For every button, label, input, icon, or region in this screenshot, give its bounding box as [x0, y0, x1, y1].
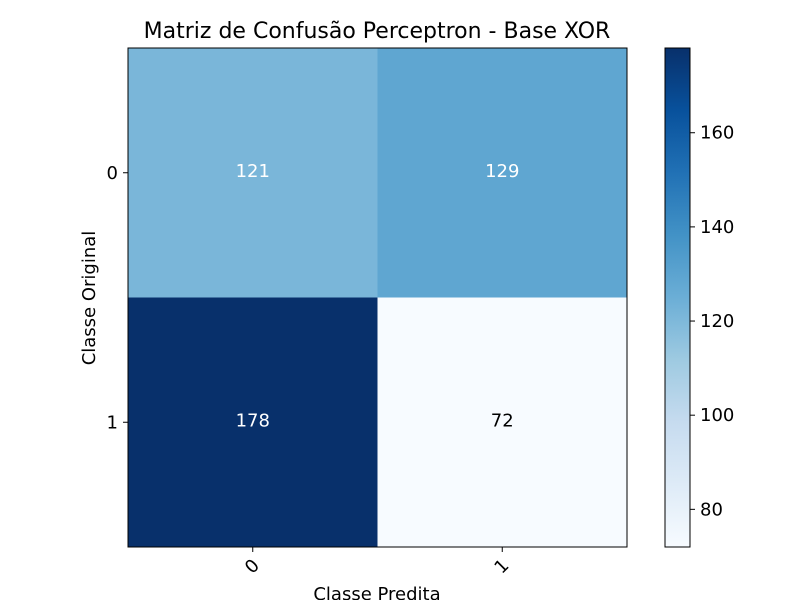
- y-axis-label: Classe Original: [79, 231, 100, 366]
- heatmap-cell: [128, 48, 378, 298]
- cell-value-label: 72: [491, 410, 514, 431]
- plot-frame: [127, 47, 628, 548]
- cell-value-label: 129: [485, 161, 519, 182]
- colorbar: [664, 47, 691, 548]
- colorbar-tick-label: 160: [700, 123, 734, 144]
- x-tick-label: 1: [490, 555, 513, 578]
- chart-title: Matriz de Confusão Perceptron - Base XOR: [144, 19, 611, 44]
- y-tick-label: 0: [107, 163, 118, 184]
- y-tick-label: 1: [107, 412, 118, 433]
- colorbar-ticks: 80 100 120 140 160: [690, 123, 734, 520]
- colorbar-tick-label: 140: [700, 217, 734, 238]
- heatmap-cells: 121 129 178 72: [128, 48, 628, 548]
- cell-value-label: 178: [236, 410, 270, 431]
- heatmap-cell: [128, 297, 378, 548]
- x-axis-label: Classe Predita: [313, 584, 440, 600]
- colorbar-tick-label: 80: [700, 499, 723, 520]
- x-tick-label: 0: [241, 555, 264, 578]
- y-axis-ticks: 01: [107, 163, 128, 433]
- colorbar-tick-label: 120: [700, 311, 734, 332]
- heatmap-cell: [377, 297, 628, 548]
- colorbar-tick-label: 100: [700, 405, 734, 426]
- heatmap-cell: [377, 48, 628, 298]
- cell-value-label: 121: [236, 161, 270, 182]
